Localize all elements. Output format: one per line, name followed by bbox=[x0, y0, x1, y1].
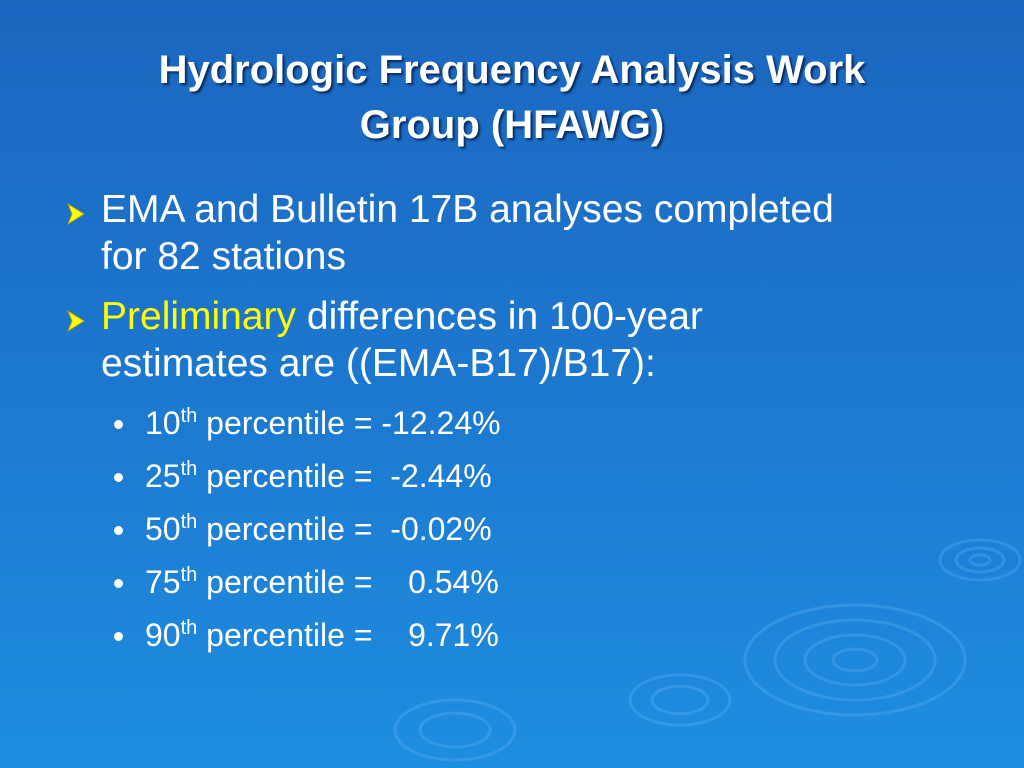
sub-bullet: 10th percentile = -12.24% bbox=[145, 403, 501, 443]
bullet-arrow bbox=[66, 202, 85, 226]
bullet-line: Preliminary differences in 100-year bbox=[101, 294, 703, 340]
percentile-text: percentile = -12.24% bbox=[206, 405, 501, 441]
ordinal-suffix: th bbox=[180, 405, 198, 427]
bullet-text: EMA and Bulletin 17B analyses completed bbox=[101, 188, 834, 231]
percentile-text: percentile = -0.02% bbox=[206, 511, 492, 547]
percentile-text: percentile = 0.54% bbox=[206, 564, 499, 600]
sub-bullet-dot bbox=[114, 420, 123, 429]
sub-bullet: 75th percentile = 0.54% bbox=[145, 562, 499, 602]
ordinal-suffix: th bbox=[180, 617, 198, 639]
sub-bullet-dot bbox=[114, 632, 123, 641]
bullet-text: differences in 100-year bbox=[306, 295, 703, 338]
sub-bullet-dot bbox=[114, 526, 123, 535]
ordinal-suffix: th bbox=[180, 458, 198, 480]
percentile-number: 50 bbox=[145, 511, 181, 547]
ordinal-suffix: th bbox=[180, 511, 198, 533]
sub-bullet: 50th percentile = -0.02% bbox=[145, 509, 492, 549]
ordinal-suffix: th bbox=[180, 564, 198, 586]
highlight: Preliminary bbox=[101, 295, 297, 338]
bullet-text: for 82 stations bbox=[101, 235, 346, 278]
bullet-text: estimates are ((EMA-B17)/B17): bbox=[101, 342, 656, 385]
sub-bullet: 25th percentile = -2.44% bbox=[145, 456, 492, 496]
bullet-arrow bbox=[66, 309, 85, 333]
percentile-number: 10 bbox=[145, 405, 181, 441]
sub-bullet: 90th percentile = 9.71% bbox=[145, 615, 499, 655]
percentile-number: 75 bbox=[145, 564, 181, 600]
sub-bullet-dot bbox=[114, 579, 123, 588]
percentile-number: 25 bbox=[145, 458, 181, 494]
percentile-text: percentile = 9.71% bbox=[206, 617, 499, 653]
percentile-number: 90 bbox=[145, 617, 181, 653]
title-line: Group (HFAWG) bbox=[359, 103, 665, 147]
sub-bullet-dot bbox=[114, 473, 123, 482]
title-line: Hydrologic Frequency Analysis Work bbox=[158, 48, 866, 92]
percentile-text: percentile = -2.44% bbox=[206, 458, 492, 494]
